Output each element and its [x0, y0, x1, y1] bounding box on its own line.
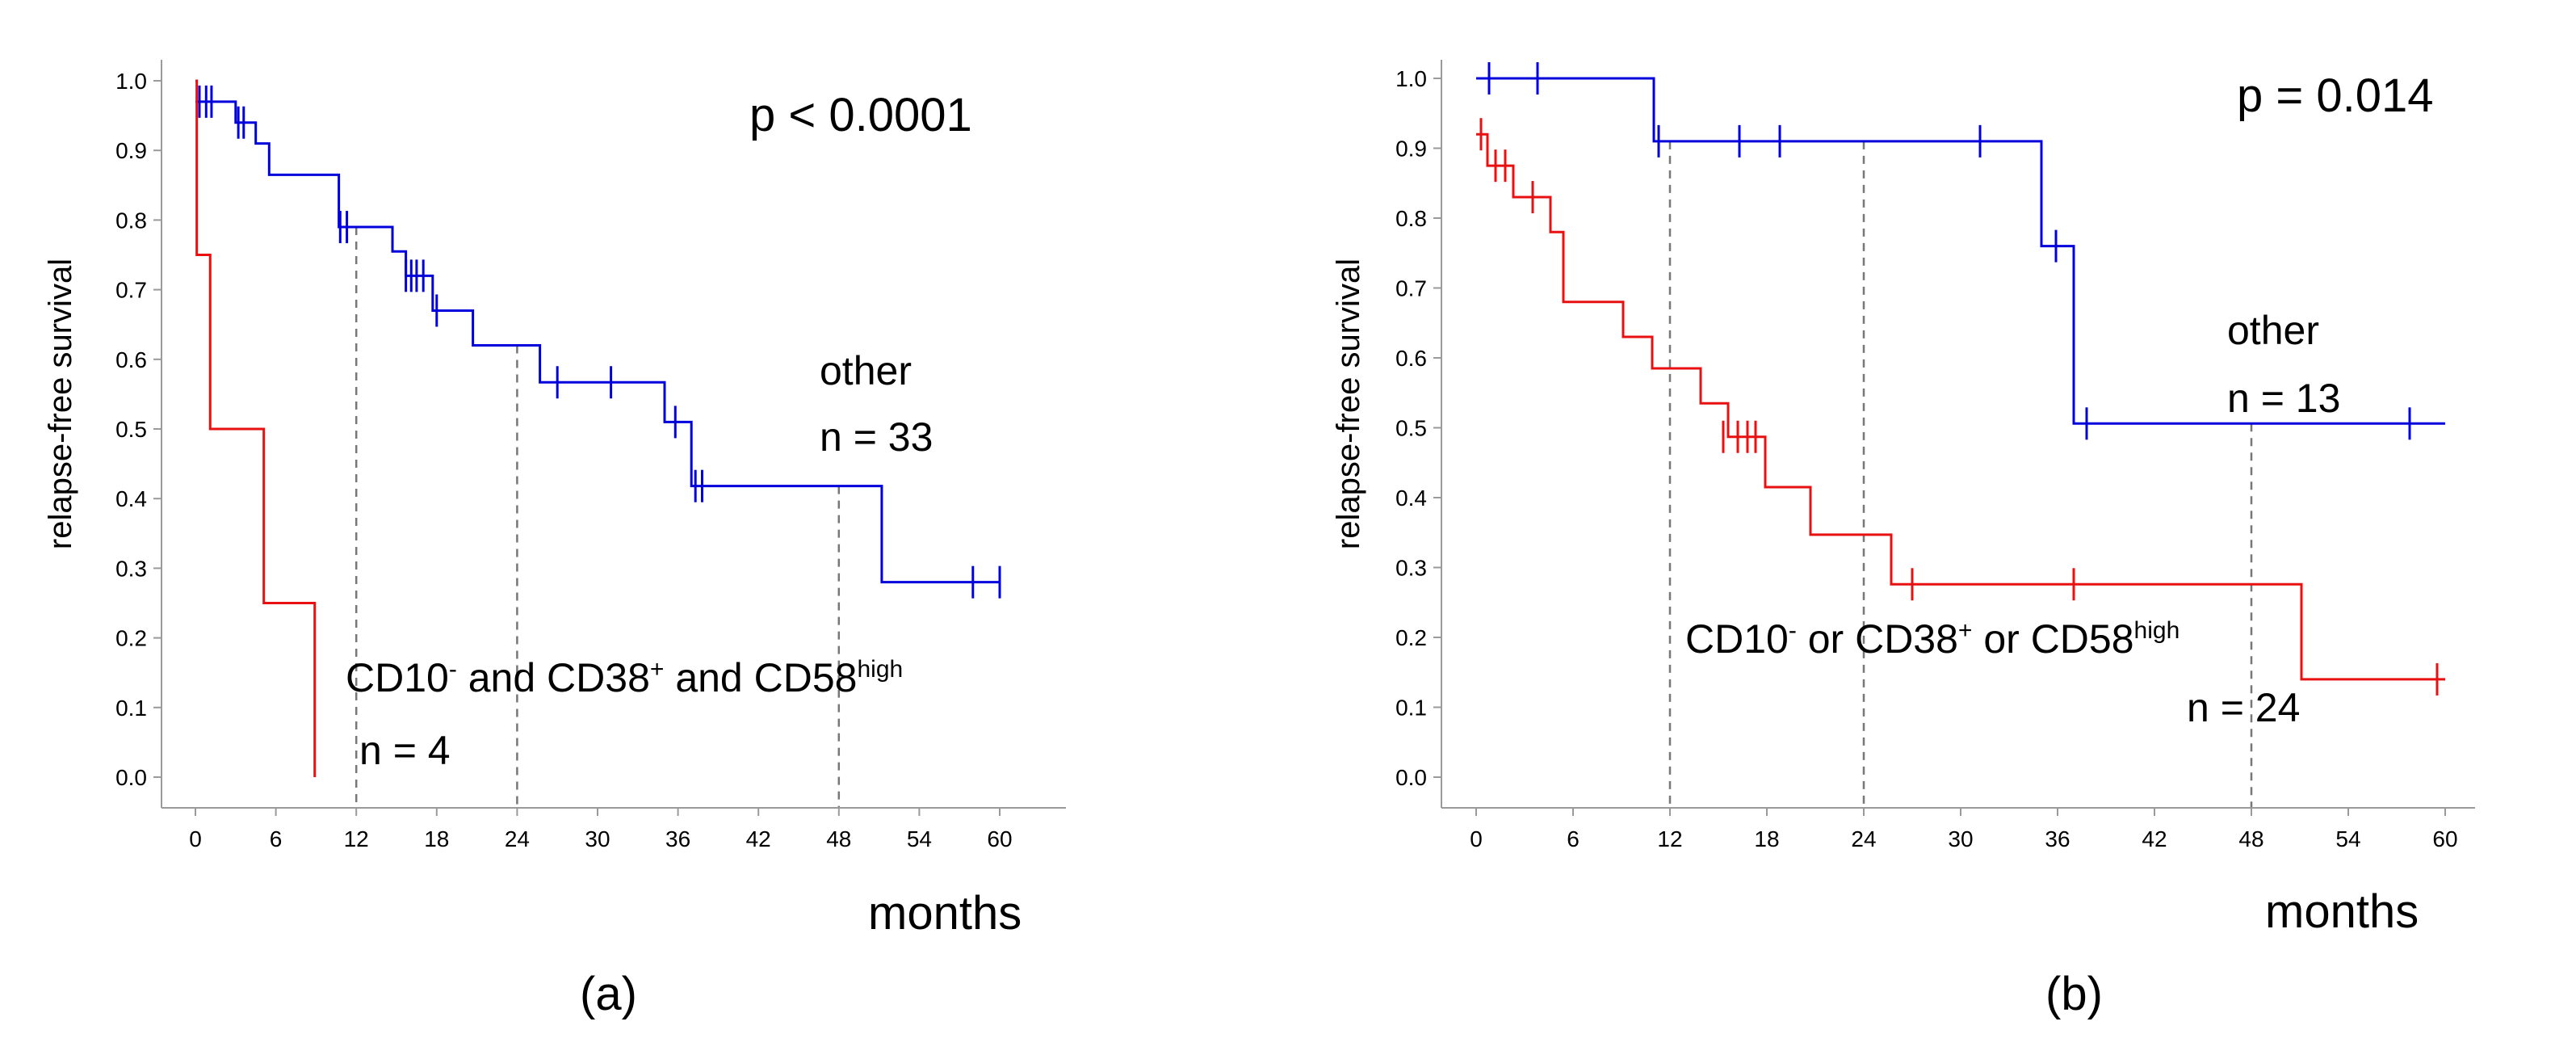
- y-tick-label: 0.6: [1395, 346, 1427, 371]
- other-n-label: n = 13: [2227, 376, 2340, 421]
- survival-curve: [195, 100, 1000, 584]
- curves: [195, 79, 1000, 777]
- y-tick-label: 0.3: [1395, 556, 1427, 581]
- km-panel-b: 0.0 0.1 0.2 0.3 0.4 0.5 0.6 0.7 0.8 0.9 1.0 0 6 12 18…: [1331, 60, 2475, 1020]
- y-tick-label: 0.5: [1395, 416, 1427, 441]
- km-panel-a: 0.0 0.1 0.2 0.3 0.4 0.5 0.6 0.7 0.8 0.9 1.0 0 6 12 18…: [43, 60, 1066, 1020]
- censor-marks: [198, 85, 1001, 599]
- x-tick-label: 48: [826, 826, 851, 851]
- y-tick-label: 0.4: [115, 486, 147, 511]
- y-tick-label: 0.5: [115, 417, 147, 442]
- group-label-sup: -: [1789, 617, 1797, 644]
- other-n-label: n = 33: [820, 414, 933, 460]
- x-tick-label: 12: [1657, 826, 1682, 851]
- y-tick-label: 0.2: [115, 626, 147, 651]
- y-axis: 0.0 0.1 0.2 0.3 0.4 0.5 0.6 0.7 0.8 0.9 1.0: [1395, 60, 1442, 808]
- group-label-part: or CD58: [1972, 616, 2133, 662]
- x-tick-label: 48: [2238, 826, 2263, 851]
- y-tick-label: 0.2: [1395, 625, 1427, 650]
- y-axis: 0.0 0.1 0.2 0.3 0.4 0.5 0.6 0.7 0.8 0.9 1.0: [115, 60, 162, 808]
- x-tick-label: 6: [270, 826, 283, 851]
- x-tick-label: 54: [907, 826, 932, 851]
- group-n-label: n = 4: [359, 728, 451, 773]
- group-n-label: n = 24: [2187, 685, 2300, 730]
- y-tick-label: 0.7: [1395, 276, 1427, 301]
- x-tick-label: 42: [746, 826, 771, 851]
- y-tick-label: 0.8: [1395, 206, 1427, 231]
- x-axis-label: months: [868, 887, 1022, 940]
- survival-curve: [195, 79, 317, 777]
- curves: [1476, 77, 2445, 681]
- group-label-part: and CD58: [664, 655, 857, 700]
- p-value: p < 0.0001: [749, 89, 972, 141]
- group-label-part: and CD38: [457, 655, 650, 700]
- x-tick-label: 36: [665, 826, 690, 851]
- group-label-part: CD10: [346, 655, 449, 700]
- group-label-sup: high: [857, 656, 903, 683]
- group-label-sup: high: [2134, 617, 2180, 644]
- x-tick-label: 42: [2142, 826, 2167, 851]
- x-tick-label: 12: [344, 826, 369, 851]
- x-tick-label: 6: [1567, 826, 1580, 851]
- y-tick-label: 0.0: [115, 765, 147, 790]
- group-label-part: CD10: [1685, 616, 1789, 662]
- x-tick-label: 36: [2045, 826, 2070, 851]
- y-tick-label: 0.8: [115, 208, 147, 233]
- group-label-sup: +: [650, 656, 665, 683]
- y-axis-label: relapse-free survival: [43, 259, 78, 549]
- y-tick-label: 1.0: [1395, 66, 1427, 91]
- y-tick-label: 0.1: [115, 696, 147, 721]
- panel-label: (b): [2045, 968, 2103, 1020]
- x-tick-label: 24: [1851, 826, 1876, 851]
- y-tick-label: 0.4: [1395, 486, 1427, 511]
- x-tick-label: 60: [2432, 826, 2457, 851]
- ref-lines: [1668, 141, 2253, 808]
- x-tick-label: 30: [585, 826, 610, 851]
- x-tick-label: 0: [1470, 826, 1483, 851]
- other-label: other: [820, 348, 912, 393]
- x-tick-label: 24: [505, 826, 530, 851]
- group-label-sup: -: [449, 656, 457, 683]
- x-axis-label: months: [2265, 885, 2419, 938]
- survival-curve: [1476, 77, 2445, 425]
- x-axis: 0 6 12 18 24 30 36 42 48 54 60: [162, 807, 1066, 851]
- y-tick-label: 0.6: [115, 347, 147, 372]
- group-label: CD10- and CD38+ and CD58high: [346, 655, 903, 700]
- x-tick-label: 18: [424, 826, 449, 851]
- censor-marks: [1479, 62, 2439, 696]
- y-tick-label: 0.9: [1395, 137, 1427, 162]
- x-tick-label: 30: [1948, 826, 1973, 851]
- other-label: other: [2227, 308, 2319, 353]
- y-tick-label: 0.1: [1395, 696, 1427, 721]
- x-tick-label: 0: [189, 826, 202, 851]
- ref-lines: [355, 227, 841, 808]
- panel-label: (a): [580, 968, 637, 1020]
- group-label: CD10- or CD38+ or CD58high: [1685, 616, 2180, 662]
- y-tick-label: 0.7: [115, 278, 147, 303]
- x-tick-label: 60: [987, 826, 1012, 851]
- group-label-sup: +: [1958, 617, 1973, 644]
- group-label-part: or CD38: [1797, 616, 1958, 662]
- p-value: p = 0.014: [2237, 69, 2434, 122]
- y-tick-label: 0.0: [1395, 765, 1427, 790]
- x-tick-label: 54: [2335, 826, 2360, 851]
- y-tick-label: 1.0: [115, 69, 147, 94]
- y-tick-label: 0.3: [115, 556, 147, 581]
- y-tick-label: 0.9: [115, 138, 147, 163]
- x-axis: 0 6 12 18 24 30 36 42 48 54 60: [1441, 807, 2475, 851]
- x-tick-label: 18: [1754, 826, 1779, 851]
- y-axis-label: relapse-free survival: [1331, 259, 1366, 549]
- survival-curve: [1476, 132, 2445, 681]
